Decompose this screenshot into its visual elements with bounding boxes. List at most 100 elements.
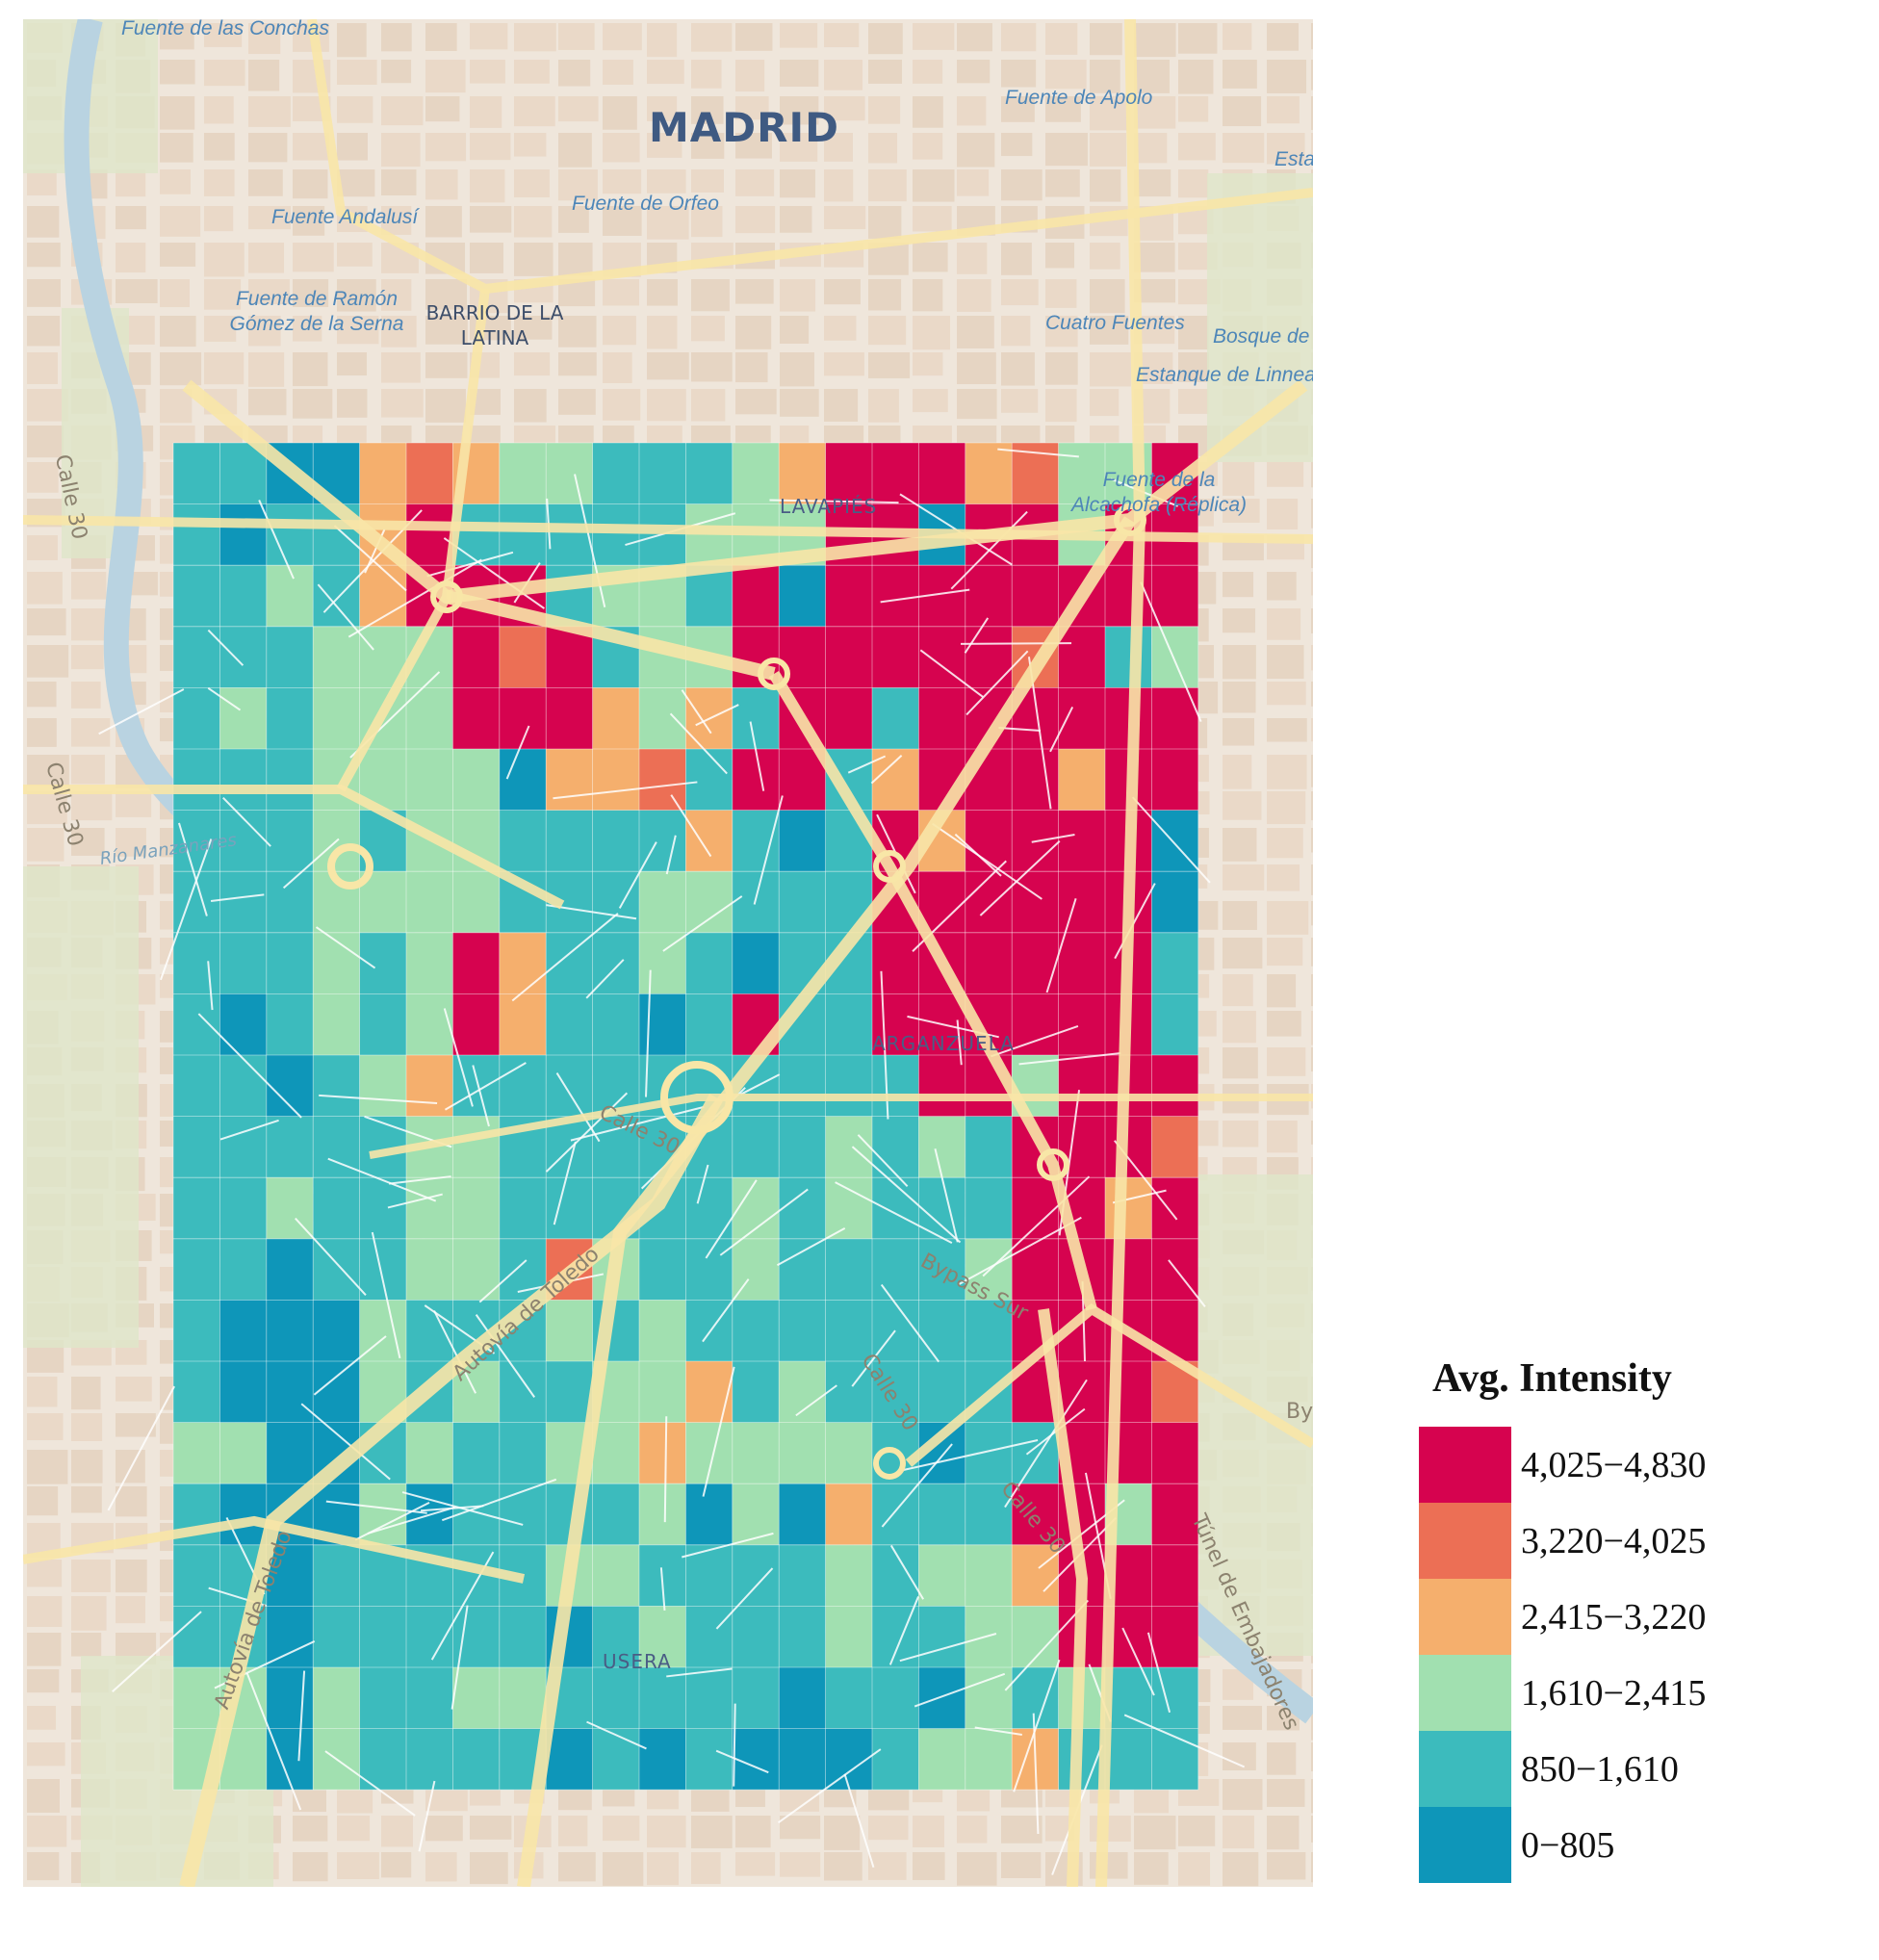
grid-cell: [639, 1667, 686, 1729]
grid-cell: [732, 565, 780, 627]
grid-cell: [406, 749, 453, 811]
grid-cell: [779, 1728, 826, 1791]
city-label: MADRID: [649, 104, 839, 151]
grid-cell: [685, 1667, 733, 1729]
grid-cell: [499, 1177, 547, 1239]
grid-cell: [965, 1483, 1013, 1545]
poi-label: Fuente de las Conchas: [121, 19, 329, 39]
neighborhood-label: USERA: [603, 1650, 672, 1673]
grid-cell: [779, 1177, 826, 1239]
grid-cell: [779, 443, 826, 504]
legend-swatch: [1419, 1427, 1511, 1503]
grid-cell: [732, 1116, 780, 1178]
grid-cell: [592, 1483, 639, 1545]
grid-cell: [872, 1544, 919, 1607]
grid-cell: [779, 1422, 826, 1484]
grid-cell: [1151, 1544, 1198, 1607]
grid-cell: [965, 871, 1013, 933]
grid-cell: [1058, 1055, 1105, 1117]
grid-cell: [359, 1667, 406, 1729]
grid-cell: [1151, 626, 1198, 688]
grid-cell: [825, 1667, 872, 1729]
grid-cell: [359, 993, 406, 1055]
grid-cell: [965, 1728, 1013, 1791]
grid-cell: [779, 1361, 826, 1423]
grid-cell: [1105, 1238, 1152, 1301]
grid-cell: [639, 443, 686, 504]
road-label: By: [1286, 1400, 1313, 1424]
grid-cell: [1105, 565, 1152, 627]
grid-cell: [639, 1483, 686, 1545]
grid-cell: [546, 1177, 593, 1239]
grid-cell: [732, 1300, 780, 1361]
grid-cell: [173, 993, 220, 1055]
grid-cell: [918, 1116, 965, 1178]
grid-cell: [546, 810, 593, 872]
grid-cell: [872, 565, 919, 627]
grid-cell: [1151, 871, 1198, 933]
grid-cell: [173, 565, 220, 627]
poi-label: Esta: [1274, 148, 1313, 170]
grid-cell: [685, 1544, 733, 1607]
grid-cell: [406, 1238, 453, 1301]
grid-cell: [452, 871, 500, 933]
grid-cell: [779, 1483, 826, 1545]
grid-cell: [452, 1728, 500, 1791]
grid-cell: [452, 1238, 500, 1301]
grid-cell: [1012, 932, 1059, 994]
grid-cell: [499, 810, 547, 872]
poi-label: Fuente de Apolo: [1005, 87, 1153, 109]
grid-cell: [1151, 749, 1198, 811]
grid-cell: [779, 1238, 826, 1301]
legend-swatch: [1419, 1503, 1511, 1579]
grid-cell: [452, 749, 500, 811]
grid-cell: [173, 810, 220, 872]
grid-cell: [499, 443, 547, 504]
grid-cell: [173, 1300, 220, 1361]
grid-cell: [406, 1667, 453, 1729]
grid-cell: [592, 1728, 639, 1791]
road-network: [23, 19, 1313, 1887]
grid-cell: [219, 1361, 267, 1423]
grid-cell: [872, 1728, 919, 1791]
map-canvas[interactable]: MADRID Fuente de las Conchas Fuente de A…: [23, 19, 1313, 1887]
grid-cell: [1151, 1483, 1198, 1545]
grid-cell: [219, 1055, 267, 1117]
grid-cell: [918, 1361, 965, 1423]
grid-cell: [732, 687, 780, 749]
grid-cell: [359, 1606, 406, 1667]
legend-label: 2,415−3,220: [1521, 1597, 1707, 1638]
grid-cell: [592, 1544, 639, 1607]
poi-label: Fuente de Orfeo: [572, 193, 719, 215]
grid-cell: [219, 993, 267, 1055]
grid-cell: [732, 1606, 780, 1667]
grid-cell: [313, 1055, 360, 1117]
grid-cell: [1151, 1667, 1198, 1729]
grid-cell: [825, 1177, 872, 1239]
poi-label: Fuente de la Alcachofa (Réplica): [1070, 469, 1248, 516]
grid-cell: [965, 1422, 1013, 1484]
grid-cell: [1151, 1116, 1198, 1178]
grid-cell: [313, 1667, 360, 1729]
grid-cell: [219, 871, 267, 933]
grid-cell: [173, 1544, 220, 1607]
grid-cell: [1012, 1422, 1059, 1484]
grid-cell: [266, 687, 314, 749]
grid-cell: [359, 1177, 406, 1239]
grid-cell: [219, 749, 267, 811]
grid-cell: [965, 1544, 1013, 1607]
grid-cell: [965, 1667, 1013, 1729]
grid-cell: [825, 626, 872, 688]
grid-cell: [499, 1483, 547, 1545]
legend-label: 3,220−4,025: [1521, 1521, 1707, 1561]
grid-cell: [499, 1667, 547, 1729]
grid-cell: [1058, 810, 1105, 872]
grid-cell: [452, 1116, 500, 1178]
grid-cell: [266, 626, 314, 688]
grid-cell: [592, 443, 639, 504]
grid-cell: [546, 1728, 593, 1791]
grid-cell: [313, 1606, 360, 1667]
grid-cell: [1151, 993, 1198, 1055]
grid-cell: [1012, 1667, 1059, 1729]
grid-cell: [1151, 1055, 1198, 1117]
